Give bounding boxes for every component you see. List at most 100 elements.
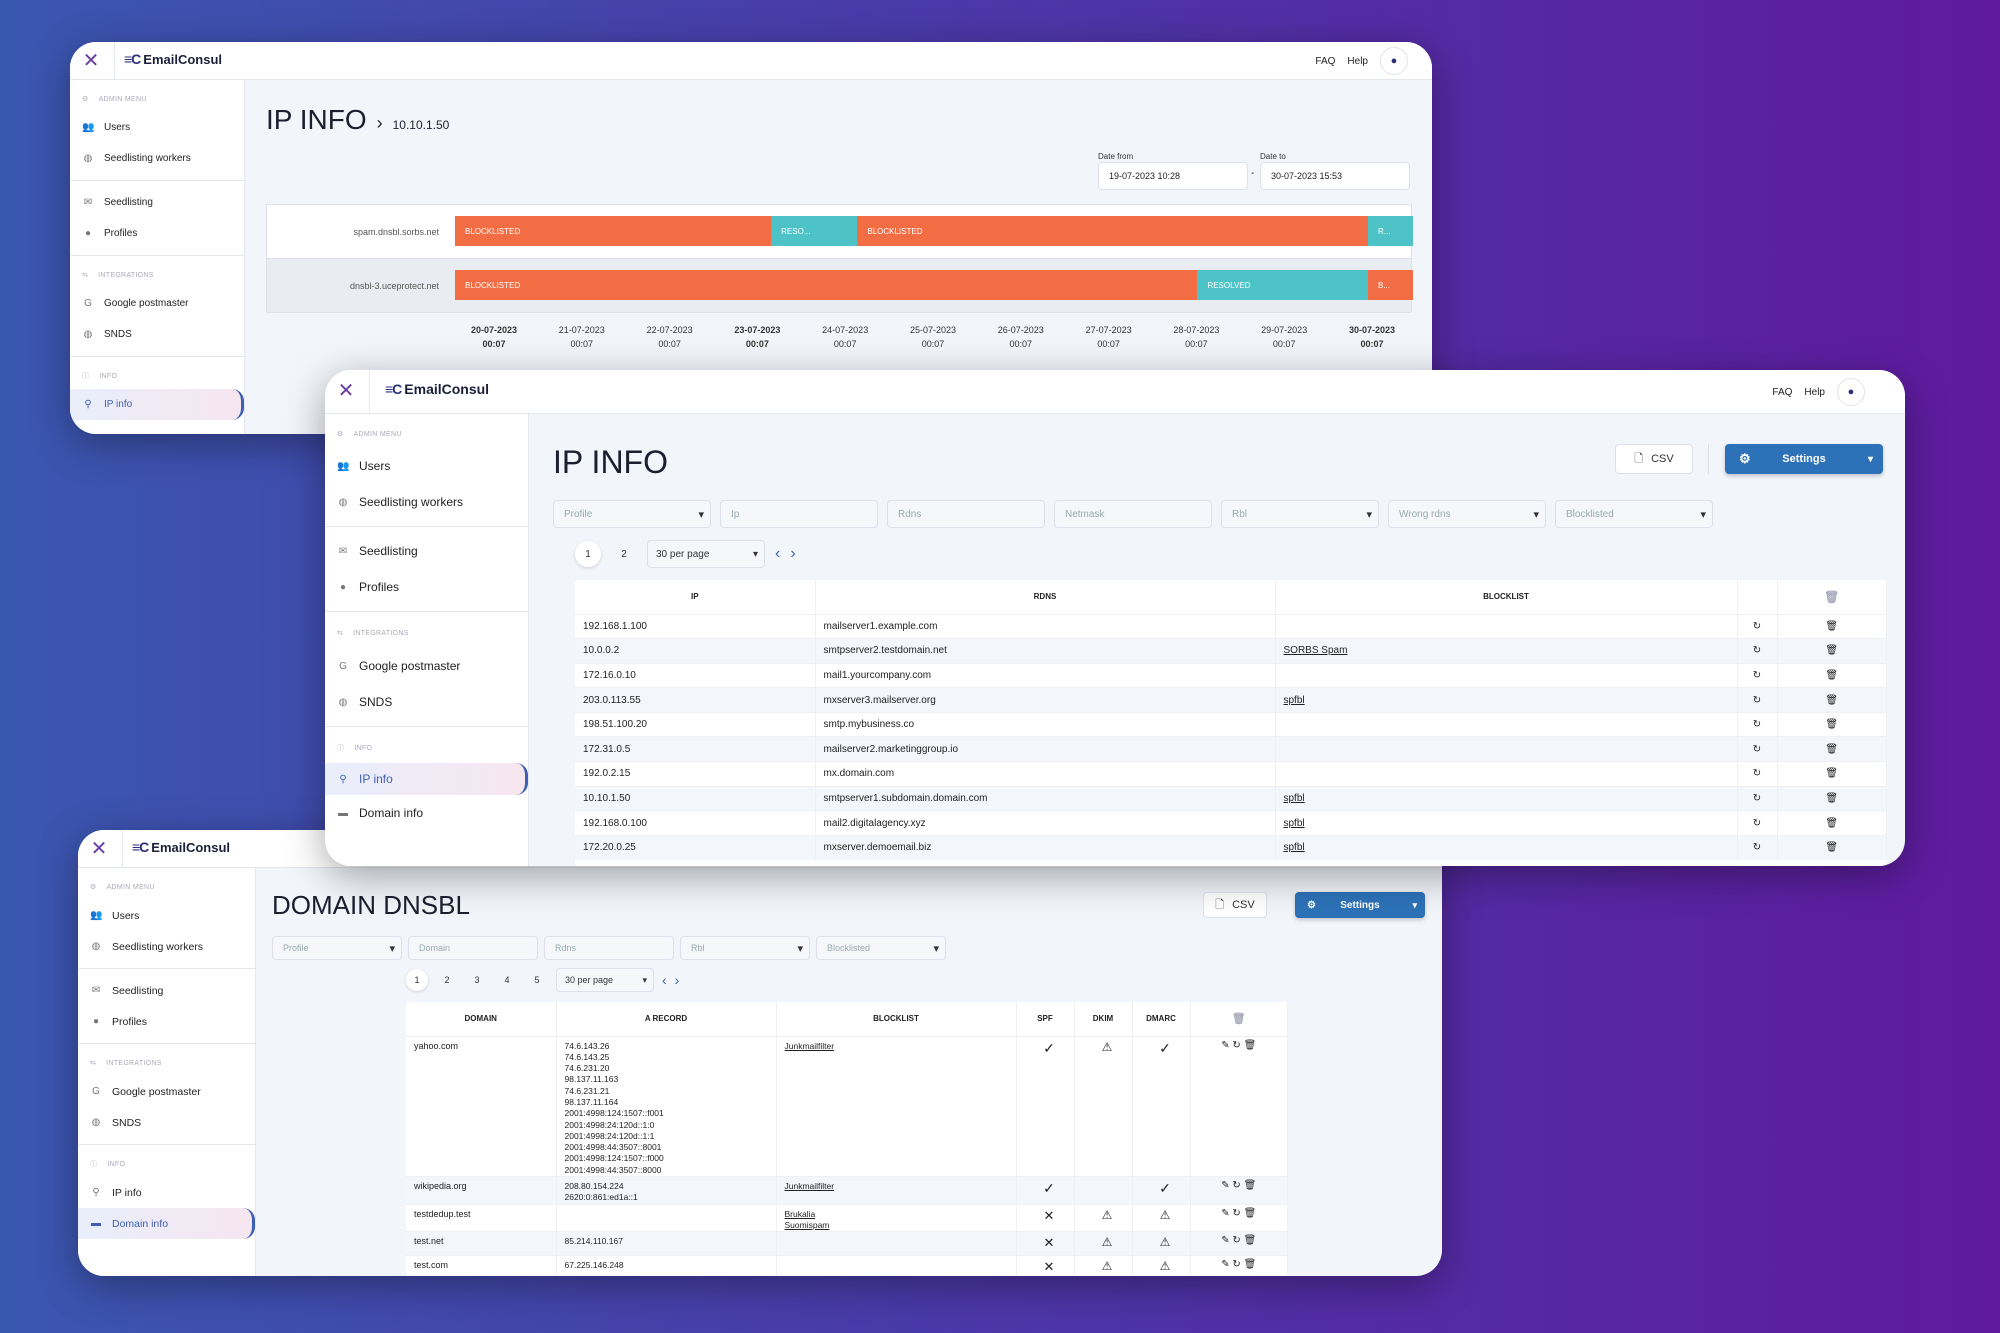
refresh-icon[interactable]: ↻ bbox=[1737, 810, 1778, 836]
blocklist-cell[interactable] bbox=[1275, 736, 1738, 762]
sidebar-item-ip-info[interactable]: ⚲ IP info bbox=[70, 389, 244, 420]
trash-icon[interactable]: 🗑 bbox=[1777, 580, 1887, 614]
refresh-icon[interactable]: ↻ bbox=[1737, 638, 1778, 664]
refresh-icon[interactable]: ↻ bbox=[1232, 1207, 1241, 1219]
sidebar-item-seedlisting[interactable]: ✉ Seedlisting bbox=[91, 984, 164, 997]
sidebar-item-domain-info[interactable]: ▬ Domain info bbox=[338, 806, 424, 820]
profile-select[interactable]: Profile bbox=[272, 936, 402, 960]
trash-icon[interactable]: 🗑 bbox=[1777, 834, 1887, 860]
sidebar-item-seedlisting-workers[interactable]: ◍ Seedlisting workers bbox=[91, 940, 204, 953]
trash-icon[interactable]: 🗑 bbox=[1777, 711, 1887, 737]
sidebar-item-ip-info[interactable]: ⚲ IP info bbox=[78, 1177, 255, 1208]
close-icon[interactable]: ✕ bbox=[82, 50, 100, 72]
blocklist-cell[interactable]: spfbl bbox=[1275, 785, 1738, 811]
trash-icon[interactable]: 🗑 bbox=[1777, 761, 1887, 787]
refresh-icon[interactable]: ↻ bbox=[1232, 1180, 1241, 1192]
table-row[interactable]: 10.0.0.2 smtpserver2.testdomain.net SORBS … bbox=[575, 638, 1887, 664]
csv-button[interactable]: 🗋 CSV bbox=[1615, 444, 1693, 474]
wrong-rdns-select[interactable]: Wrong rdns bbox=[1388, 500, 1546, 528]
edit-icon[interactable]: ✎ bbox=[1221, 1039, 1230, 1051]
trash-icon[interactable]: 🗑 bbox=[1777, 638, 1887, 664]
timeline-segment[interactable]: BLOCKLISTED bbox=[455, 270, 1198, 300]
faq-link[interactable]: FAQ bbox=[1315, 55, 1336, 67]
table-row[interactable]: testdedup.test Brukalia Suomispam ✕ ⚠ ⚠ ✎ ↻ 🗑 bbox=[406, 1203, 1288, 1232]
sidebar-item-users[interactable]: 👥 Users bbox=[337, 459, 391, 473]
rbl-select[interactable]: Rbl bbox=[1221, 500, 1379, 528]
refresh-icon[interactable]: ↻ bbox=[1232, 1234, 1241, 1246]
trash-icon[interactable]: 🗑 bbox=[1777, 613, 1887, 639]
refresh-icon[interactable]: ↻ bbox=[1737, 687, 1778, 713]
sidebar-item-seedlisting-workers[interactable]: ◍ Seedlisting workers bbox=[83, 153, 191, 164]
column-header-rdns[interactable]: RDNS bbox=[815, 580, 1276, 614]
timeline-segment[interactable]: B... bbox=[1367, 270, 1413, 300]
ip-input[interactable]: Ip bbox=[720, 500, 878, 528]
per-page-select[interactable]: 30 per page bbox=[647, 540, 765, 568]
table-row[interactable]: 192.168.0.100 mail2.digitalagency.xyz spfb… bbox=[575, 810, 1887, 836]
help-link[interactable]: Help bbox=[1804, 386, 1825, 398]
sidebar-item-google-postmaster[interactable]: G Google postmaster bbox=[325, 648, 528, 684]
blocklist-cell[interactable] bbox=[1275, 711, 1738, 737]
refresh-icon[interactable]: ↻ bbox=[1737, 711, 1778, 737]
column-header-domain[interactable]: DOMAIN bbox=[406, 1002, 557, 1036]
column-header-spf[interactable]: SPF bbox=[1016, 1002, 1075, 1036]
page-3-button[interactable]: 3 bbox=[474, 975, 480, 985]
close-icon[interactable]: ✕ bbox=[337, 380, 355, 402]
timeline-segment[interactable]: BLOCKLISTED bbox=[455, 216, 772, 246]
per-page-select[interactable]: 30 per page bbox=[556, 968, 654, 992]
sidebar-item-snds[interactable]: ◍ SNDS bbox=[91, 1116, 142, 1129]
sidebar-item-profiles[interactable]: ● Profiles bbox=[70, 218, 244, 249]
sidebar-item-profiles[interactable]: ● Profiles bbox=[78, 1006, 255, 1037]
netmask-input[interactable]: Netmask bbox=[1054, 500, 1212, 528]
table-row[interactable]: yahoo.com 74.6.143.26 74.6.143.25 74.6.23… bbox=[406, 1035, 1288, 1177]
table-row[interactable]: wikipedia.org 208.80.154.224 2620:0:861:e… bbox=[406, 1176, 1288, 1205]
trash-icon[interactable]: 🗑 bbox=[1243, 1259, 1257, 1271]
blocklist-cell[interactable] bbox=[1275, 613, 1738, 639]
blocklisted-select[interactable]: Blocklisted bbox=[1555, 500, 1713, 528]
blocklist-cell[interactable]: spfbl bbox=[1275, 834, 1738, 860]
blocklisted-select[interactable]: Blocklisted bbox=[816, 936, 946, 960]
brand-logo[interactable]: ≡C EmailConsul bbox=[132, 839, 231, 855]
table-row[interactable]: test.net 85.214.110.167 ✕ ⚠ ⚠ ✎ ↻ 🗑 bbox=[406, 1230, 1288, 1256]
blocklist-cell[interactable] bbox=[1275, 761, 1738, 787]
refresh-icon[interactable]: ↻ bbox=[1232, 1039, 1241, 1051]
blocklist-cell[interactable]: Brukalia Suomispam bbox=[776, 1203, 1017, 1232]
table-row[interactable]: 10.10.1.50 smtpserver1.subdomain.domain.c… bbox=[575, 785, 1887, 811]
next-page-icon[interactable]: › bbox=[790, 545, 796, 562]
trash-icon[interactable]: 🗑 bbox=[1777, 662, 1887, 688]
timeline-segment[interactable]: R... bbox=[1367, 216, 1413, 246]
refresh-icon[interactable]: ↻ bbox=[1737, 761, 1778, 787]
column-header-dkim[interactable]: DKIM bbox=[1074, 1002, 1133, 1036]
page-1-button[interactable]: 1 bbox=[575, 541, 601, 567]
sidebar-item-google-postmaster[interactable]: G Google postmaster bbox=[78, 1076, 255, 1107]
trash-icon[interactable]: 🗑 bbox=[1777, 736, 1887, 762]
column-header-dmarc[interactable]: DMARC bbox=[1132, 1002, 1191, 1036]
prev-page-icon[interactable]: ‹ bbox=[775, 545, 781, 562]
table-row[interactable]: 198.51.100.20 smtp.mybusiness.co ↻ 🗑 bbox=[575, 711, 1887, 737]
table-row[interactable]: 172.16.0.10 mail1.yourcompany.com ↻ 🗑 bbox=[575, 662, 1887, 688]
close-icon[interactable]: ✕ bbox=[90, 838, 108, 860]
page-2-button[interactable]: 2 bbox=[444, 975, 450, 985]
table-row[interactable]: 192.0.2.15 mx.domain.com ↻ 🗑 bbox=[575, 761, 1887, 787]
refresh-icon[interactable]: ↻ bbox=[1737, 662, 1778, 688]
column-header-blocklist[interactable]: BLOCKLIST bbox=[776, 1002, 1017, 1036]
profile-select[interactable]: Profile bbox=[553, 500, 711, 528]
edit-icon[interactable]: ✎ bbox=[1221, 1259, 1230, 1271]
csv-button[interactable]: 🗋 CSV bbox=[1203, 892, 1267, 918]
timeline-segment[interactable]: RESO... bbox=[771, 216, 858, 246]
table-row[interactable]: test.com 67.225.146.248 ✕ ⚠ ⚠ ✎ ↻ 🗑 bbox=[406, 1255, 1288, 1276]
prev-page-icon[interactable]: ‹ bbox=[662, 972, 667, 988]
next-page-icon[interactable]: › bbox=[674, 972, 680, 988]
user-avatar-icon[interactable]: ● bbox=[1380, 47, 1408, 75]
breadcrumb[interactable]: 10.10.1.50 bbox=[392, 118, 450, 132]
refresh-icon[interactable]: ↻ bbox=[1737, 834, 1778, 860]
blocklist-cell[interactable]: Junkmailfilter bbox=[776, 1035, 1017, 1177]
rdns-input[interactable]: Rdns bbox=[544, 936, 674, 960]
timeline-segment[interactable]: BLOCKLISTED bbox=[857, 216, 1368, 246]
table-row[interactable]: 172.20.0.25 mxserver.demoemail.biz spfbl ↻ 🗑 bbox=[575, 834, 1887, 860]
refresh-icon[interactable]: ↻ bbox=[1737, 785, 1778, 811]
help-link[interactable]: Help bbox=[1347, 55, 1368, 67]
sidebar-item-users[interactable]: 👥 Users bbox=[82, 122, 131, 133]
table-row[interactable]: 203.0.113.55 mxserver3.mailserver.org spfb… bbox=[575, 687, 1887, 713]
column-header-ip[interactable]: IP bbox=[575, 580, 816, 614]
rdns-input[interactable]: Rdns bbox=[887, 500, 1045, 528]
